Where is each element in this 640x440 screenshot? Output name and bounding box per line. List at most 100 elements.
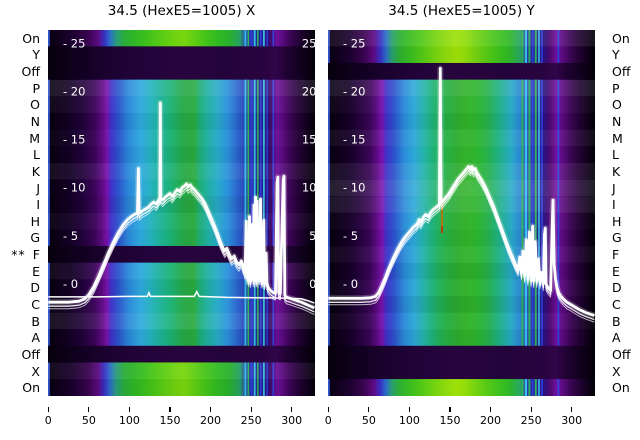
- heatmap-row: [328, 345, 595, 364]
- row-label-left: C: [31, 296, 40, 313]
- spectral-stripe: [328, 30, 330, 47]
- row-label-left: ** F: [11, 246, 40, 263]
- spectral-stripe: [253, 162, 256, 181]
- spectral-stripe: [250, 196, 253, 214]
- spectral-stripe: [531, 112, 534, 131]
- spectral-stripe: [528, 379, 531, 396]
- row-label-text: P: [612, 80, 620, 96]
- heatmap-row: [328, 212, 595, 230]
- spectral-stripe: [250, 312, 253, 330]
- row-label-text: J: [36, 180, 40, 196]
- row-label-text: G: [30, 230, 40, 246]
- spectral-stripe: [528, 129, 531, 147]
- spectral-stripe: [525, 129, 527, 147]
- row-label-right: Off: [612, 63, 630, 80]
- spectral-stripe: [328, 179, 330, 197]
- spectral-stripe: [525, 279, 527, 297]
- row-label-right: E: [612, 263, 620, 280]
- y-tick-label: - 5: [63, 229, 78, 243]
- spectral-stripe: [521, 312, 524, 330]
- spectral-stripe: [541, 146, 543, 164]
- heatmap-row: [48, 62, 315, 81]
- spectral-stripe: [534, 312, 537, 330]
- row-label-text: On: [612, 30, 630, 46]
- row-shade: [328, 313, 595, 330]
- spectral-stripe: [263, 79, 265, 97]
- y-tick-label-right: 15: [302, 133, 315, 147]
- spectral-stripe: [534, 129, 537, 147]
- x-tick-mark: [169, 407, 171, 412]
- spectral-stripe: [266, 79, 268, 97]
- spectral-stripe: [521, 329, 524, 347]
- spectral-stripe: [328, 112, 330, 131]
- x-tick-label: 250: [520, 414, 542, 427]
- spectral-stripe: [328, 229, 330, 247]
- row-shade: [48, 379, 315, 396]
- spectral-stripe: [260, 79, 262, 97]
- row-label-right: N: [612, 113, 621, 130]
- y-tick-label: - 5: [343, 229, 358, 243]
- spectral-stripe: [531, 379, 534, 396]
- hot-pixel-streak: [441, 226, 443, 233]
- spectral-stripe: [525, 212, 527, 230]
- row-shade: [48, 130, 315, 147]
- spectral-stripe: [257, 379, 259, 396]
- row-label-left: A: [31, 329, 40, 346]
- row-label-text: O: [30, 97, 40, 113]
- spectral-stripe: [538, 30, 540, 47]
- spectral-stripe: [253, 379, 256, 396]
- row-label-left: M: [29, 130, 40, 147]
- spectral-stripe: [244, 146, 247, 164]
- spectral-stripe: [521, 162, 524, 181]
- spectral-stripe: [557, 212, 560, 230]
- row-label-text: G: [612, 230, 622, 246]
- spectral-stripe: [266, 146, 268, 164]
- row-label-left: G: [30, 229, 40, 246]
- row-shade: [48, 312, 315, 330]
- spectral-stripe: [531, 179, 534, 197]
- spectral-stripe: [525, 229, 527, 247]
- row-label-left: O: [30, 96, 40, 113]
- spectral-stripe: [528, 162, 531, 181]
- row-shade: [328, 47, 595, 64]
- row-shade: [328, 296, 595, 313]
- row-label-right: L: [612, 146, 619, 163]
- y-tick-label: - 25: [343, 36, 365, 50]
- spectral-stripe: [557, 329, 560, 347]
- y-tick-label-right: 25: [302, 36, 315, 50]
- spectral-stripe: [48, 96, 50, 114]
- x-tick-label: 0: [324, 414, 332, 427]
- spectral-stripe: [534, 79, 537, 97]
- spectral-stripe: [521, 295, 524, 314]
- row-shade: [328, 113, 595, 130]
- spectral-stripe: [257, 295, 259, 314]
- spectral-stripe: [528, 112, 531, 131]
- spectral-stripe: [244, 179, 247, 197]
- spectral-stripe: [525, 179, 527, 197]
- spectral-stripe: [538, 196, 540, 214]
- row-label-right: A: [612, 329, 621, 346]
- spectral-stripe: [272, 379, 275, 396]
- row-shade: [48, 96, 315, 114]
- spectral-stripe: [534, 179, 537, 197]
- spectral-stripe: [247, 129, 250, 147]
- y-tick-label: - 20: [343, 85, 365, 99]
- y-tick-label: - 0: [63, 277, 78, 291]
- x-tick-mark: [88, 407, 90, 412]
- spectral-stripe: [521, 46, 524, 64]
- spectral-stripe: [48, 179, 50, 197]
- row-label-left: K: [32, 163, 40, 180]
- heatmap-row: [328, 112, 595, 131]
- spectral-stripe: [48, 262, 50, 280]
- spectral-stripe: [250, 30, 253, 47]
- spectral-stripe: [244, 312, 247, 330]
- row-label-left: Y: [32, 46, 40, 63]
- spectral-stripe: [531, 96, 534, 114]
- row-shade: [328, 30, 595, 47]
- spectral-stripe: [531, 162, 534, 181]
- spectral-stripe: [534, 162, 537, 181]
- x-tick-label: 200: [480, 414, 502, 427]
- spectral-stripe: [525, 312, 527, 330]
- spectral-stripe: [528, 79, 531, 97]
